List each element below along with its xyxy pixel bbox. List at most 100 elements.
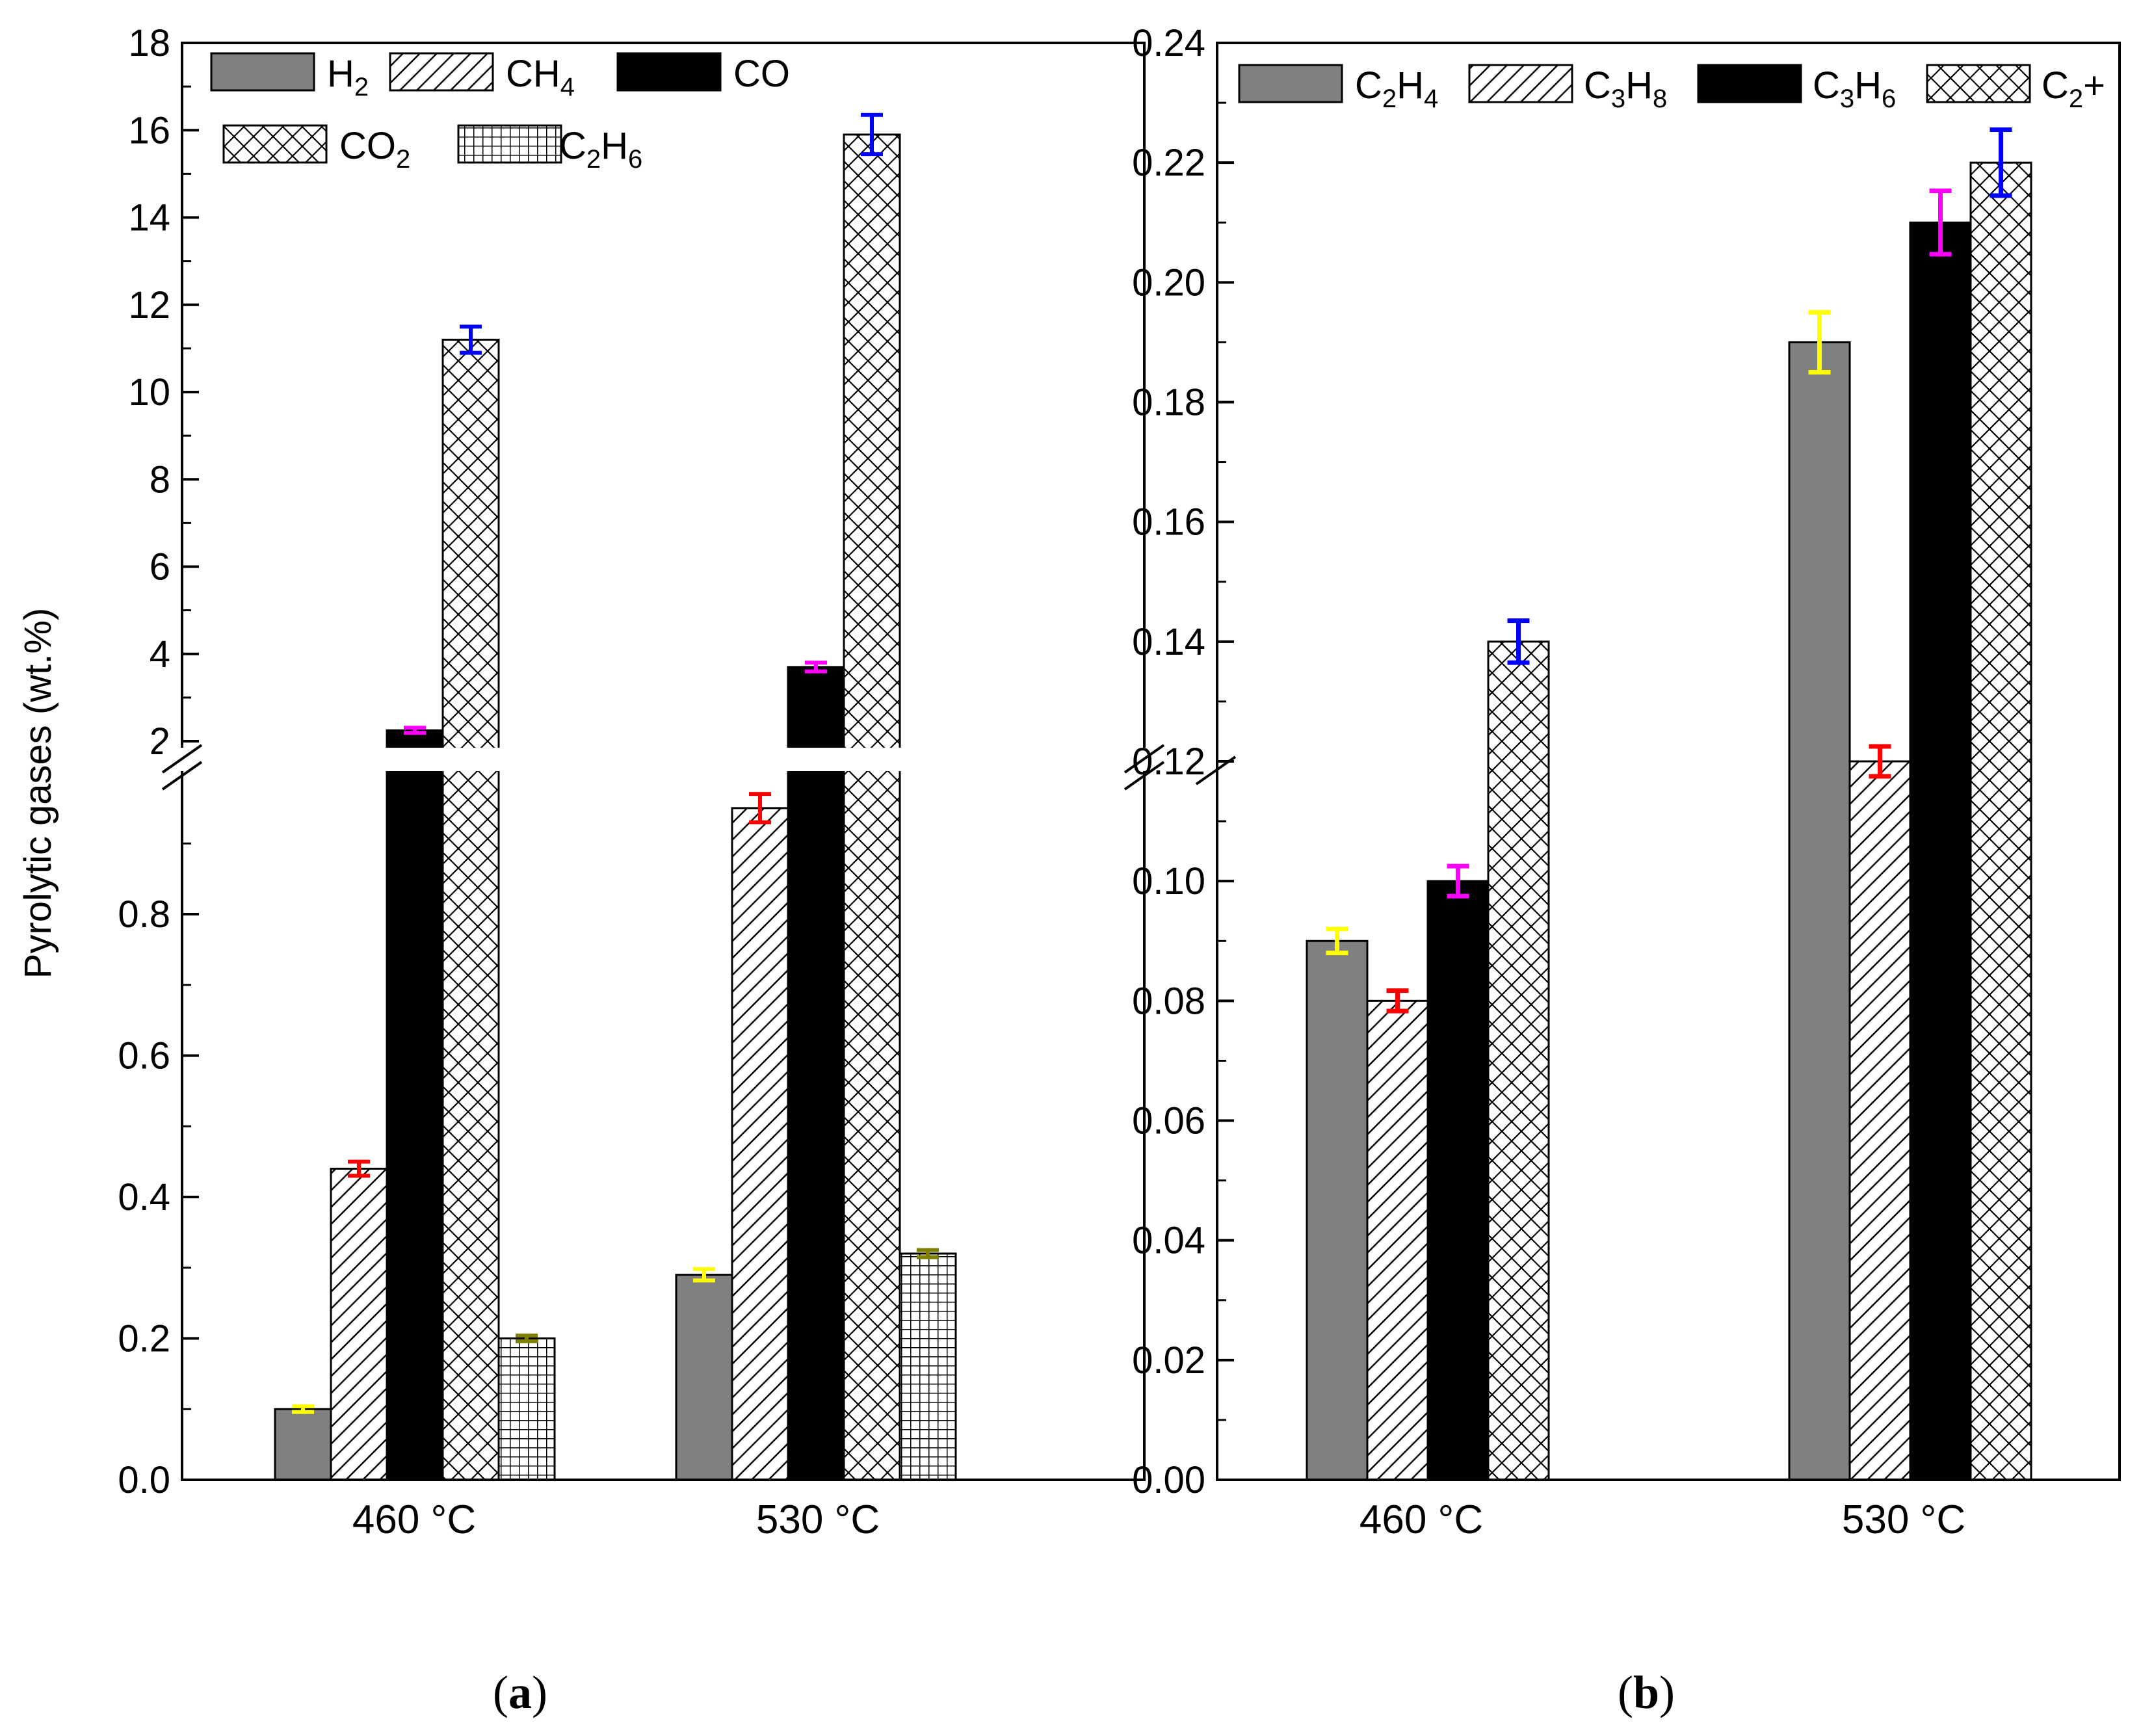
bar-c2plus-530: [1969, 161, 2032, 1481]
legend-label-c2h6: C2H6: [559, 125, 642, 174]
panel-b-label: (b): [1618, 1666, 1675, 1718]
error-bar-ch4-530: [749, 792, 771, 824]
bar-co-460: [386, 729, 444, 1481]
panel-b-error-bars: [1326, 127, 2012, 1014]
error-bar-co2-460: [460, 324, 482, 355]
panel-b-y-tick-label: 0.18: [1132, 382, 1205, 424]
panel-a-y-tick-label: 14: [128, 197, 170, 239]
panel-b-axis-break-mark: [1195, 756, 1237, 785]
legend-label-c3h8: C3H8: [1584, 64, 1667, 113]
legend-swatch-c2h6: [457, 124, 562, 164]
legend-swatch-c3h6: [1697, 64, 1802, 103]
legend-swatch-co2: [222, 124, 328, 164]
panel-a-y-tick-label: 18: [128, 22, 170, 64]
panel-b-bars: [1306, 161, 2032, 1481]
error-bar-c3h8-460: [1386, 988, 1409, 1014]
bar-c2h6-460: [497, 1337, 556, 1481]
panel-b: 0.00 0.02 0.04 0.06 0.08 0.10 0.12 0.14 0.16 0.18…: [1132, 22, 2121, 1718]
error-bar-co-460: [404, 726, 426, 735]
error-bar-c2plus-460: [1507, 618, 1530, 665]
panel-b-x-tick-530: 530 °C: [1842, 1497, 1965, 1542]
panel-b-y-tick-label: 0.08: [1132, 980, 1205, 1022]
error-bar-c3h6-460: [1447, 863, 1469, 899]
panel-a-axis-break: [161, 744, 1165, 791]
panel-b-y-tick-label: 0.12: [1132, 741, 1205, 783]
panel-a-y-tick-label: 12: [128, 284, 170, 326]
bar-c2h4-460: [1306, 940, 1369, 1481]
error-bar-c2h4-460: [1326, 927, 1348, 956]
bar-ch4-460: [330, 1168, 388, 1481]
legend-swatch-ch4: [389, 52, 494, 92]
bar-c3h8-530: [1848, 760, 1911, 1481]
panel-b-y-tick-label: 0.04: [1132, 1220, 1205, 1262]
panel-a-legend: H2 CH4 CO CO2 C2H6: [210, 52, 790, 174]
legend-label-co2: CO2: [339, 125, 410, 174]
panel-a-y-tick-label: 0.2: [118, 1318, 170, 1360]
panel-a-y-tick-label: 16: [128, 109, 170, 151]
panel-b-y-ticks: 0.00 0.02 0.04 0.06 0.08 0.10 0.12 0.14 0.16 0.18…: [1132, 22, 1237, 1501]
error-bar-c2h6-530: [917, 1248, 939, 1259]
panel-b-y-tick-label: 0.14: [1132, 621, 1205, 663]
legend-swatch-c2h4: [1238, 64, 1343, 103]
bar-c3h8-460: [1366, 999, 1429, 1481]
panel-a-y-axis-label: Pyrolytic gases (wt.%): [17, 608, 59, 979]
panel-a-x-tick-460: 460 °C: [352, 1497, 476, 1542]
panel-a-error-bars: [292, 112, 939, 1414]
bar-h2-460: [274, 1408, 332, 1481]
panel-a-y-tick-label: 8: [150, 458, 170, 501]
error-bar-ch4-460: [348, 1159, 370, 1178]
panel-a-label: (a): [493, 1666, 547, 1718]
bar-c2plus-460: [1487, 640, 1550, 1481]
legend-swatch-c2plus: [1926, 64, 2031, 103]
panel-a-y-tick-label: 0.8: [118, 893, 170, 936]
legend-label-c2plus: C2+: [2042, 64, 2105, 113]
bar-ch4-530: [731, 807, 789, 1481]
panel-a-axis-frame: [181, 42, 1146, 1481]
panel-b-y-tick-label: 0.24: [1132, 22, 1205, 64]
panel-b-y-tick-label: 0.10: [1132, 860, 1205, 902]
error-bar-co2-530: [861, 112, 883, 157]
panel-a-y-tick-label: 10: [128, 371, 170, 414]
panel-a-y-tick-label: 4: [150, 633, 170, 676]
panel-a-x-tick-530: 530 °C: [756, 1497, 880, 1542]
panel-a-bars: [274, 133, 957, 1481]
panel-b-x-tick-460: 460 °C: [1359, 1497, 1483, 1542]
panel-b-y-tick-label: 0.22: [1132, 142, 1205, 184]
panel-a-y-tick-label: 6: [150, 546, 170, 588]
legend-swatch-co: [616, 52, 722, 92]
legend-label-c3h6: C3H6: [1813, 64, 1896, 113]
error-bar-c2h6-460: [516, 1334, 538, 1343]
bar-co2-460: [441, 338, 500, 1481]
bar-c3h6-530: [1909, 221, 1972, 1481]
bar-c2h4-530: [1788, 341, 1851, 1481]
bar-co2-530: [843, 133, 901, 1481]
panel-a-y-tick-label: 0.0: [118, 1459, 170, 1501]
error-bar-h2-460: [292, 1404, 314, 1414]
bar-c3h6-460: [1426, 880, 1490, 1481]
panel-a-y-tick-label: 0.4: [118, 1176, 170, 1218]
bar-c2h6-530: [899, 1252, 957, 1481]
bar-h2-530: [675, 1274, 733, 1481]
panel-b-y-tick-label: 0.00: [1132, 1459, 1205, 1501]
panel-b-y-tick-label: 0.06: [1132, 1100, 1205, 1142]
panel-b-y-tick-label: 0.20: [1132, 261, 1205, 304]
error-bar-co-530: [805, 661, 827, 674]
bar-co-530: [787, 666, 845, 1481]
error-bar-c3h8-530: [1869, 744, 1891, 779]
error-bar-c3h6-530: [1929, 188, 1952, 257]
error-bar-h2-530: [693, 1267, 715, 1283]
error-bar-c2plus-530: [1990, 127, 2012, 198]
panel-a-y-tick-label: 0.6: [118, 1035, 170, 1077]
legend-label-co: CO: [733, 53, 790, 95]
legend-label-c2h4: C2H4: [1355, 64, 1438, 113]
error-bar-c2h4-530: [1808, 309, 1831, 375]
legend-label-ch4: CH4: [506, 53, 575, 101]
legend-swatch-h2: [210, 52, 315, 92]
panel-b-y-tick-label: 0.02: [1132, 1339, 1205, 1382]
legend-label-h2: H2: [327, 53, 369, 101]
panel-b-y-tick-label: 0.16: [1132, 501, 1205, 544]
panel-b-legend: C2H4 C3H8 C3H6 C2+: [1238, 64, 2105, 113]
